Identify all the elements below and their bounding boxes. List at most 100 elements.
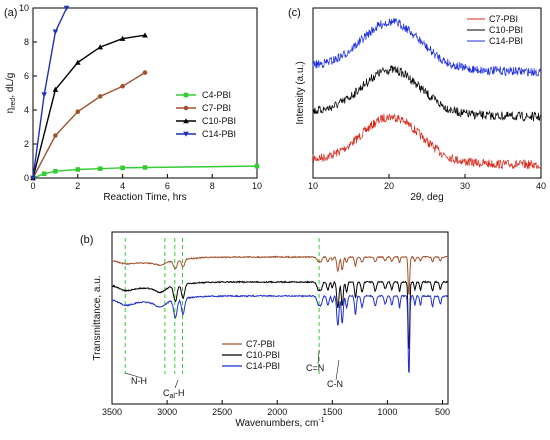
panel-c-ticks: 10 20 30 40	[308, 174, 546, 191]
ftir-trace-c7-pbi	[111, 255, 449, 296]
annotation-c-n-double: C=N	[306, 363, 324, 373]
data-point	[75, 167, 81, 172]
legend-label: C7-PBI	[489, 14, 518, 24]
xrd-trace-c14-pbi	[312, 18, 542, 77]
legend-entry: C10-PBI	[176, 116, 236, 126]
y-tick-label: 2	[24, 139, 29, 149]
panel-b-x-label-superscript: -1	[318, 417, 324, 424]
series-line	[32, 7, 68, 179]
x-tick-label: 4	[120, 181, 125, 191]
panel-b-x-axis-label: Wavenumbers, cm-1	[235, 417, 324, 429]
x-tick-label: 2	[75, 181, 80, 191]
legend-entry: C4-PBI	[176, 90, 231, 100]
legend-entry: C10-PBI	[467, 25, 523, 35]
legend-entry: C7-PBI	[467, 14, 518, 24]
panel-b-y-axis-label: Transmittance, a.u.	[92, 275, 103, 360]
panel-a-label: (a)	[4, 7, 17, 19]
legend-label: C10-PBI	[246, 350, 280, 360]
annotation-cal-h-sub: al	[170, 393, 176, 400]
panel-a-y-label-unit: , dL/g	[5, 73, 16, 98]
data-point	[75, 59, 81, 65]
data-point	[142, 165, 148, 170]
panel-b-guide-lines	[124, 238, 320, 374]
x-tick-label: 3500	[102, 407, 122, 417]
legend-label: C14-PBI	[202, 129, 236, 139]
data-point	[183, 118, 189, 124]
data-point	[53, 133, 58, 138]
panel-b-plot-area	[111, 255, 449, 374]
data-point	[75, 109, 81, 114]
series-c14-pbi	[30, 5, 70, 181]
panel-a: (a) 0 2 4 6 8 10 0 2 4 6 8 10 Reaction Time, hrs ηr…	[4, 3, 262, 203]
data-point	[183, 92, 189, 98]
series-c4-pbi	[30, 163, 260, 181]
data-point	[52, 29, 59, 35]
legend-entry: C10-PBI	[222, 350, 280, 360]
panel-a-ticks: 0 2 4 6 8 10 0 2 4 6 8 10	[19, 3, 262, 191]
data-point	[120, 83, 125, 89]
panel-a-frame	[32, 7, 258, 179]
x-tick-label: 10	[252, 181, 262, 191]
annotation-pointer	[174, 379, 179, 389]
data-point	[63, 5, 70, 11]
data-point	[97, 94, 103, 99]
annotation-pointer	[317, 349, 320, 365]
x-tick-label: 2500	[212, 407, 232, 417]
annotation-pointer	[335, 359, 340, 381]
x-tick-label: 0	[30, 181, 35, 191]
legend-label: C10-PBI	[202, 116, 236, 126]
panel-b-x-label-text: Wavenumbers, cm	[235, 418, 318, 429]
data-point	[52, 86, 59, 92]
data-point	[183, 131, 189, 137]
panel-b: (b) 3500 3000 2500 2000 1500 1000 500 Wavenumb…	[80, 231, 450, 429]
panel-a-y-axis-label: ηred, dL/g	[5, 73, 17, 114]
legend-label: C7-PBI	[246, 339, 275, 349]
x-tick-label: 1500	[322, 407, 342, 417]
annotation-c-n: C-N	[327, 379, 343, 389]
xrd-trace-c7-pbi	[312, 113, 542, 170]
x-tick-label: 30	[460, 181, 470, 191]
legend-entry: C7-PBI	[222, 339, 275, 349]
x-tick-label: 500	[435, 407, 450, 417]
data-point	[183, 105, 189, 111]
panel-c-plot-area	[312, 18, 542, 170]
data-point	[254, 163, 260, 169]
legend-label: C10-PBI	[489, 25, 523, 35]
panel-a-y-label-symbol: η	[5, 108, 16, 114]
legend-label: C7-PBI	[202, 103, 231, 113]
series-c7-pbi	[30, 70, 148, 181]
panel-b-label: (b)	[80, 234, 93, 246]
xrd-trace-c10-pbi	[312, 65, 542, 122]
annotation-cal-h-main: C	[163, 388, 170, 398]
legend-label: C14-PBI	[246, 361, 280, 371]
data-point	[30, 175, 36, 181]
x-tick-label: 1000	[377, 407, 397, 417]
data-point	[97, 166, 103, 171]
y-tick-label: 10	[19, 3, 29, 13]
legend-entry: C14-PBI	[176, 129, 236, 139]
panel-a-x-axis-label: Reaction Time, hrs	[103, 192, 186, 203]
x-tick-label: 10	[308, 181, 318, 191]
annotation-cal-h: Cal-H	[163, 388, 184, 400]
data-point	[41, 171, 47, 177]
panel-c-frame	[312, 7, 542, 179]
annotation-n-h: N-H	[131, 376, 147, 386]
panel-c-label: (c)	[288, 7, 301, 19]
annotation-cal-h-rest: -H	[175, 388, 185, 398]
panel-a-y-label-subscript: red	[10, 98, 17, 108]
data-point	[119, 35, 126, 41]
panel-a-legend: C4-PBI C7-PBI C10-PBI C14-PBI	[176, 90, 236, 139]
panel-b-frame	[111, 231, 449, 405]
x-tick-label: 6	[165, 181, 170, 191]
panel-b-annotations: N-H Cal-H C=NC-N	[125, 349, 343, 400]
y-tick-label: 6	[24, 71, 29, 81]
y-tick-label: 4	[24, 105, 29, 115]
panel-b-ticks: 3500 3000 2500 2000 1500 1000 500	[102, 400, 450, 417]
legend-label: C4-PBI	[202, 90, 231, 100]
annotation-pointer	[125, 372, 143, 379]
ftir-trace-c10-pbi	[111, 280, 449, 350]
series-line	[32, 34, 146, 179]
data-point	[53, 168, 58, 174]
